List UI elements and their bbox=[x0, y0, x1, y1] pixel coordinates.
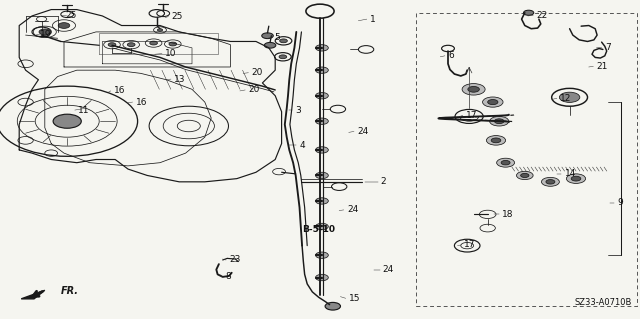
Circle shape bbox=[316, 67, 328, 73]
Circle shape bbox=[316, 223, 328, 230]
Circle shape bbox=[488, 100, 498, 105]
Circle shape bbox=[497, 158, 515, 167]
Text: SZ33-A0710B: SZ33-A0710B bbox=[575, 298, 632, 307]
Circle shape bbox=[501, 160, 510, 165]
Text: 4: 4 bbox=[300, 141, 305, 150]
Text: B-5-10: B-5-10 bbox=[302, 225, 335, 234]
Text: 18: 18 bbox=[502, 210, 514, 219]
Text: 16: 16 bbox=[114, 86, 125, 95]
Circle shape bbox=[325, 302, 340, 310]
Circle shape bbox=[468, 86, 479, 92]
Circle shape bbox=[316, 252, 328, 258]
Circle shape bbox=[264, 42, 276, 48]
Text: 20: 20 bbox=[248, 85, 260, 94]
Circle shape bbox=[316, 93, 328, 99]
Circle shape bbox=[316, 274, 328, 281]
Circle shape bbox=[150, 41, 157, 45]
Text: 24: 24 bbox=[383, 265, 394, 274]
Text: 8: 8 bbox=[225, 272, 231, 281]
Circle shape bbox=[546, 180, 555, 184]
Circle shape bbox=[53, 114, 81, 128]
Circle shape bbox=[316, 45, 328, 51]
Circle shape bbox=[316, 172, 328, 179]
Circle shape bbox=[108, 43, 116, 47]
Text: 15: 15 bbox=[349, 294, 360, 303]
Circle shape bbox=[316, 147, 328, 153]
Text: 11: 11 bbox=[78, 106, 90, 115]
Circle shape bbox=[316, 118, 328, 124]
Circle shape bbox=[157, 29, 163, 31]
Polygon shape bbox=[21, 290, 45, 299]
Circle shape bbox=[492, 138, 501, 143]
Text: 10: 10 bbox=[165, 49, 177, 58]
Text: 17: 17 bbox=[464, 241, 476, 249]
Text: 21: 21 bbox=[596, 62, 608, 71]
Text: 25: 25 bbox=[172, 12, 183, 21]
Circle shape bbox=[516, 171, 533, 180]
Bar bbox=[416, 13, 637, 306]
Circle shape bbox=[279, 55, 287, 59]
Text: 6: 6 bbox=[448, 51, 454, 60]
Text: 17: 17 bbox=[466, 111, 477, 120]
Text: 7: 7 bbox=[605, 43, 611, 52]
Text: 23: 23 bbox=[229, 256, 241, 264]
Text: 2: 2 bbox=[381, 177, 387, 186]
Text: 1: 1 bbox=[370, 15, 376, 24]
Text: 16: 16 bbox=[136, 98, 147, 107]
Circle shape bbox=[483, 97, 503, 107]
Circle shape bbox=[524, 10, 534, 15]
Circle shape bbox=[521, 174, 529, 177]
Circle shape bbox=[486, 136, 506, 145]
Circle shape bbox=[572, 176, 581, 181]
Circle shape bbox=[58, 23, 70, 28]
Text: 25: 25 bbox=[65, 11, 77, 20]
Circle shape bbox=[127, 43, 135, 47]
Text: 24: 24 bbox=[347, 205, 358, 214]
Circle shape bbox=[169, 42, 177, 46]
Circle shape bbox=[316, 198, 328, 204]
Text: 20: 20 bbox=[252, 68, 263, 77]
Text: 3: 3 bbox=[296, 106, 301, 115]
Text: 9: 9 bbox=[618, 198, 623, 207]
Circle shape bbox=[541, 177, 559, 186]
Circle shape bbox=[39, 29, 51, 35]
Text: 14: 14 bbox=[564, 169, 576, 178]
Circle shape bbox=[495, 119, 504, 124]
Text: 19: 19 bbox=[40, 30, 51, 39]
Text: 12: 12 bbox=[560, 94, 572, 103]
Text: 13: 13 bbox=[174, 75, 186, 84]
Circle shape bbox=[559, 92, 580, 102]
Circle shape bbox=[462, 84, 485, 95]
Text: 22: 22 bbox=[536, 11, 548, 20]
Circle shape bbox=[262, 33, 273, 39]
Text: 24: 24 bbox=[357, 127, 369, 136]
Circle shape bbox=[490, 116, 509, 126]
Circle shape bbox=[566, 174, 586, 183]
Circle shape bbox=[280, 39, 287, 43]
Text: 5: 5 bbox=[274, 33, 280, 42]
Text: FR.: FR. bbox=[61, 286, 79, 296]
